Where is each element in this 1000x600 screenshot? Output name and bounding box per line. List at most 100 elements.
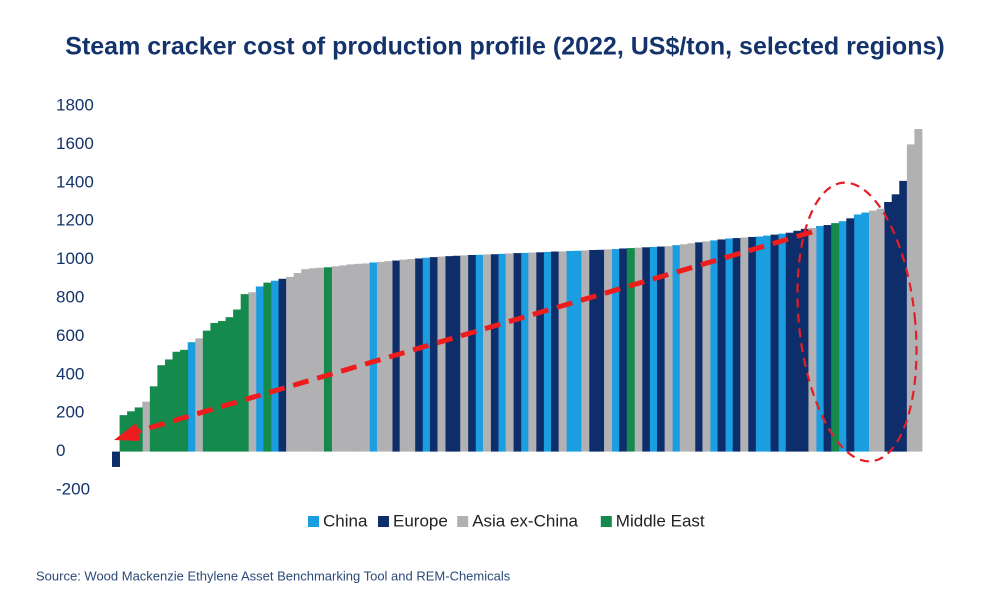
bar — [361, 263, 370, 452]
legend-swatch — [457, 516, 469, 527]
bar — [255, 286, 264, 452]
arrow-head — [114, 423, 140, 441]
bar — [513, 253, 522, 452]
bar — [710, 240, 719, 452]
bar — [884, 202, 893, 452]
bar — [831, 223, 840, 452]
bar — [142, 401, 151, 452]
bar — [626, 248, 635, 452]
bar — [452, 255, 461, 452]
bar — [475, 254, 484, 452]
bar — [233, 309, 242, 452]
bar — [732, 238, 741, 452]
y-tick-label: 1000 — [56, 249, 94, 268]
bar — [838, 221, 847, 452]
bar — [588, 250, 597, 452]
bar — [482, 254, 491, 452]
legend-label: China — [323, 511, 368, 530]
bar — [899, 180, 908, 452]
trend-arrow — [131, 229, 813, 436]
bar — [467, 254, 476, 452]
bar — [664, 246, 673, 452]
bar — [414, 258, 423, 452]
legend-swatch — [378, 516, 389, 527]
y-tick-label: 1800 — [56, 95, 94, 114]
bar — [687, 243, 696, 452]
bar — [498, 253, 507, 452]
bar — [180, 349, 189, 452]
bar — [694, 242, 703, 452]
bars — [112, 129, 923, 467]
bar — [270, 280, 279, 452]
bar — [634, 247, 643, 452]
bar — [308, 268, 317, 452]
bar — [740, 237, 749, 452]
bar — [399, 259, 408, 452]
bar — [581, 250, 590, 452]
bar — [369, 262, 378, 452]
annotation — [114, 181, 918, 463]
bar — [672, 245, 681, 452]
bar — [891, 194, 900, 452]
bar — [339, 265, 348, 452]
bar — [649, 246, 658, 452]
bar — [800, 228, 809, 452]
bar — [853, 214, 862, 452]
y-tick-label: 1600 — [56, 134, 94, 153]
bar — [407, 259, 416, 452]
bar — [876, 208, 885, 452]
bar — [384, 261, 393, 452]
bar — [914, 129, 923, 452]
legend-label: Europe — [393, 511, 448, 530]
bar — [316, 267, 325, 452]
bar — [323, 267, 332, 452]
bar — [248, 292, 257, 452]
y-tick-label: 200 — [56, 403, 84, 422]
bar — [778, 233, 787, 452]
source-note: Source: Wood Mackenzie Ethylene Asset Be… — [36, 568, 511, 583]
bar — [240, 294, 249, 452]
bar — [679, 244, 688, 452]
bar — [210, 322, 219, 452]
y-tick-label: 400 — [56, 364, 84, 383]
bar — [793, 230, 802, 452]
bar — [573, 250, 582, 452]
bar — [172, 351, 181, 452]
bar — [763, 235, 771, 452]
bar — [301, 269, 310, 452]
bar — [376, 261, 385, 452]
bar — [164, 359, 173, 452]
y-tick-label: 1200 — [56, 211, 94, 230]
bar — [702, 241, 711, 452]
bar — [354, 263, 363, 452]
bar — [202, 330, 211, 452]
bar — [619, 248, 628, 452]
bar — [331, 266, 340, 452]
bar — [611, 249, 620, 452]
bar — [149, 386, 158, 452]
chart-title: Steam cracker cost of production profile… — [65, 33, 944, 61]
bar — [293, 273, 302, 452]
bar — [278, 278, 287, 452]
bar — [505, 253, 514, 452]
bar — [543, 251, 552, 452]
bar — [770, 234, 779, 452]
bar — [263, 282, 272, 452]
y-tick-label: -200 — [56, 479, 90, 498]
bar — [429, 257, 438, 452]
bar — [520, 252, 529, 452]
bar — [725, 238, 734, 452]
bar — [437, 256, 446, 452]
bar — [528, 252, 537, 452]
bar — [747, 236, 756, 452]
highlight-ellipse — [796, 181, 918, 463]
bar — [861, 212, 870, 452]
bar — [641, 247, 650, 452]
bar — [657, 246, 666, 452]
bar — [596, 249, 605, 452]
bar — [717, 239, 726, 452]
bar — [286, 276, 295, 452]
bar — [157, 365, 166, 452]
bar — [906, 144, 915, 452]
